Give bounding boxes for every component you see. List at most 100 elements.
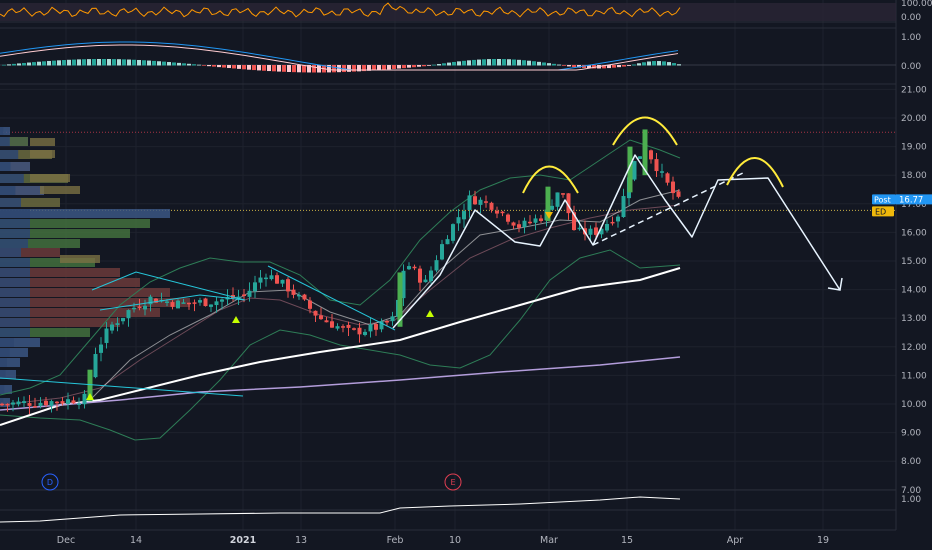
candle-body bbox=[308, 300, 312, 309]
candle-body bbox=[33, 406, 37, 408]
macd-hist-bar bbox=[12, 63, 16, 66]
candle-body bbox=[671, 181, 675, 194]
macd-hist-bar bbox=[602, 65, 606, 69]
volume-profile-inner bbox=[0, 150, 19, 159]
candle-body bbox=[511, 222, 516, 226]
candle-body bbox=[407, 266, 411, 270]
volume-profile-inner bbox=[0, 318, 30, 327]
macd-hist-bar bbox=[117, 59, 121, 66]
macd-tick-label: 0.00 bbox=[901, 62, 921, 72]
candle-body bbox=[594, 227, 598, 235]
macd-hist-bar bbox=[247, 65, 251, 70]
candle-body bbox=[176, 300, 180, 309]
volume-profile-bar bbox=[0, 239, 80, 248]
ma-white bbox=[0, 267, 681, 426]
macd-hist-bar bbox=[222, 65, 226, 68]
signal-triangle-down bbox=[545, 212, 553, 219]
candle-body bbox=[93, 354, 98, 378]
candle-body bbox=[610, 221, 615, 224]
volume-profile-bar bbox=[0, 308, 160, 317]
candle-body bbox=[478, 199, 483, 205]
macd-hist-bar bbox=[532, 61, 536, 66]
candle-body bbox=[165, 301, 169, 303]
macd-hist-bar bbox=[287, 65, 291, 72]
macd-hist-bar bbox=[472, 59, 476, 66]
date-tick-label: 13 bbox=[295, 535, 307, 546]
candle-body bbox=[22, 401, 26, 404]
triangle-pattern bbox=[91, 271, 246, 311]
candle-body bbox=[187, 302, 191, 305]
price-tick-label: 8.00 bbox=[901, 457, 921, 467]
macd-hist-bar bbox=[317, 65, 321, 73]
candle-body bbox=[533, 218, 538, 223]
candle-body bbox=[99, 344, 103, 353]
macd-hist-bar bbox=[627, 65, 631, 66]
volume-profile-bar bbox=[0, 358, 20, 367]
candle-body bbox=[275, 275, 279, 284]
macd-hist-bar bbox=[232, 65, 236, 69]
event-marker-label: E bbox=[450, 478, 455, 487]
macd-hist-bar bbox=[357, 65, 361, 72]
volume-profile-bar bbox=[0, 338, 40, 347]
volume-profile-inner bbox=[0, 358, 7, 367]
candle-body bbox=[539, 218, 543, 222]
macd-hist-bar bbox=[477, 59, 481, 66]
macd-hist-bar bbox=[142, 60, 146, 66]
macd-hist-bar bbox=[257, 65, 261, 71]
macd-hist-bar bbox=[212, 65, 216, 67]
candle-body bbox=[555, 192, 560, 207]
price-tick-label: 11.00 bbox=[901, 371, 927, 381]
macd-hist-bar bbox=[107, 59, 111, 66]
macd-hist-bar bbox=[42, 61, 46, 66]
candle-body bbox=[115, 323, 120, 325]
macd-hist-bar bbox=[347, 65, 351, 72]
candle-body bbox=[412, 266, 417, 269]
candle-body bbox=[198, 300, 202, 303]
candle-body bbox=[445, 239, 450, 245]
price-tick-label: 17.00 bbox=[901, 200, 927, 210]
date-tick-label: Feb bbox=[387, 535, 404, 546]
macd-hist-bar bbox=[182, 63, 186, 66]
volume-profile-bar bbox=[0, 219, 150, 228]
volume-profile-bar bbox=[0, 150, 52, 159]
macd-hist-bar bbox=[2, 64, 6, 66]
macd-hist-bar bbox=[77, 59, 81, 66]
candle-body bbox=[148, 296, 153, 305]
volume-profile-inner bbox=[0, 308, 30, 317]
volume-profile-bar bbox=[0, 127, 10, 135]
candle-body bbox=[242, 294, 246, 296]
bottom-indicator-line bbox=[0, 496, 681, 523]
volume-profile-bar bbox=[0, 288, 170, 297]
candle-body bbox=[0, 403, 4, 406]
date-tick-label: 10 bbox=[449, 535, 461, 546]
date-tick-label: 2021 bbox=[230, 535, 256, 546]
volume-profile-bar bbox=[30, 150, 55, 158]
macd-hist-bar bbox=[52, 60, 56, 66]
macd-hist-bar bbox=[82, 59, 86, 66]
candle-body bbox=[132, 307, 136, 310]
volume-profile-inner bbox=[0, 209, 30, 218]
volume-profile-bar bbox=[0, 248, 60, 257]
macd-hist-bar bbox=[612, 65, 616, 68]
volume-profile-bar bbox=[0, 348, 28, 357]
macd-hist-bar bbox=[7, 64, 11, 66]
macd-hist-bar bbox=[152, 60, 156, 66]
candle-body bbox=[258, 277, 263, 283]
candle-body bbox=[203, 298, 208, 307]
volume-profile-bar bbox=[0, 370, 16, 379]
signal-triangle bbox=[426, 310, 434, 317]
macd-hist-bar bbox=[262, 65, 266, 71]
price-tick-label: 21.00 bbox=[901, 85, 927, 95]
macd-hist-bar bbox=[92, 59, 96, 66]
macd-hist-bar bbox=[537, 61, 541, 66]
macd-hist-bar bbox=[157, 61, 161, 66]
macd-hist-bar bbox=[637, 63, 641, 66]
macd-hist-bar bbox=[402, 65, 406, 69]
macd-hist-bar bbox=[387, 65, 391, 70]
candle-body bbox=[434, 260, 439, 271]
candle-body bbox=[456, 217, 461, 224]
candle-body bbox=[286, 279, 290, 292]
macd-hist-bar bbox=[492, 59, 496, 66]
channel-line bbox=[267, 265, 396, 331]
